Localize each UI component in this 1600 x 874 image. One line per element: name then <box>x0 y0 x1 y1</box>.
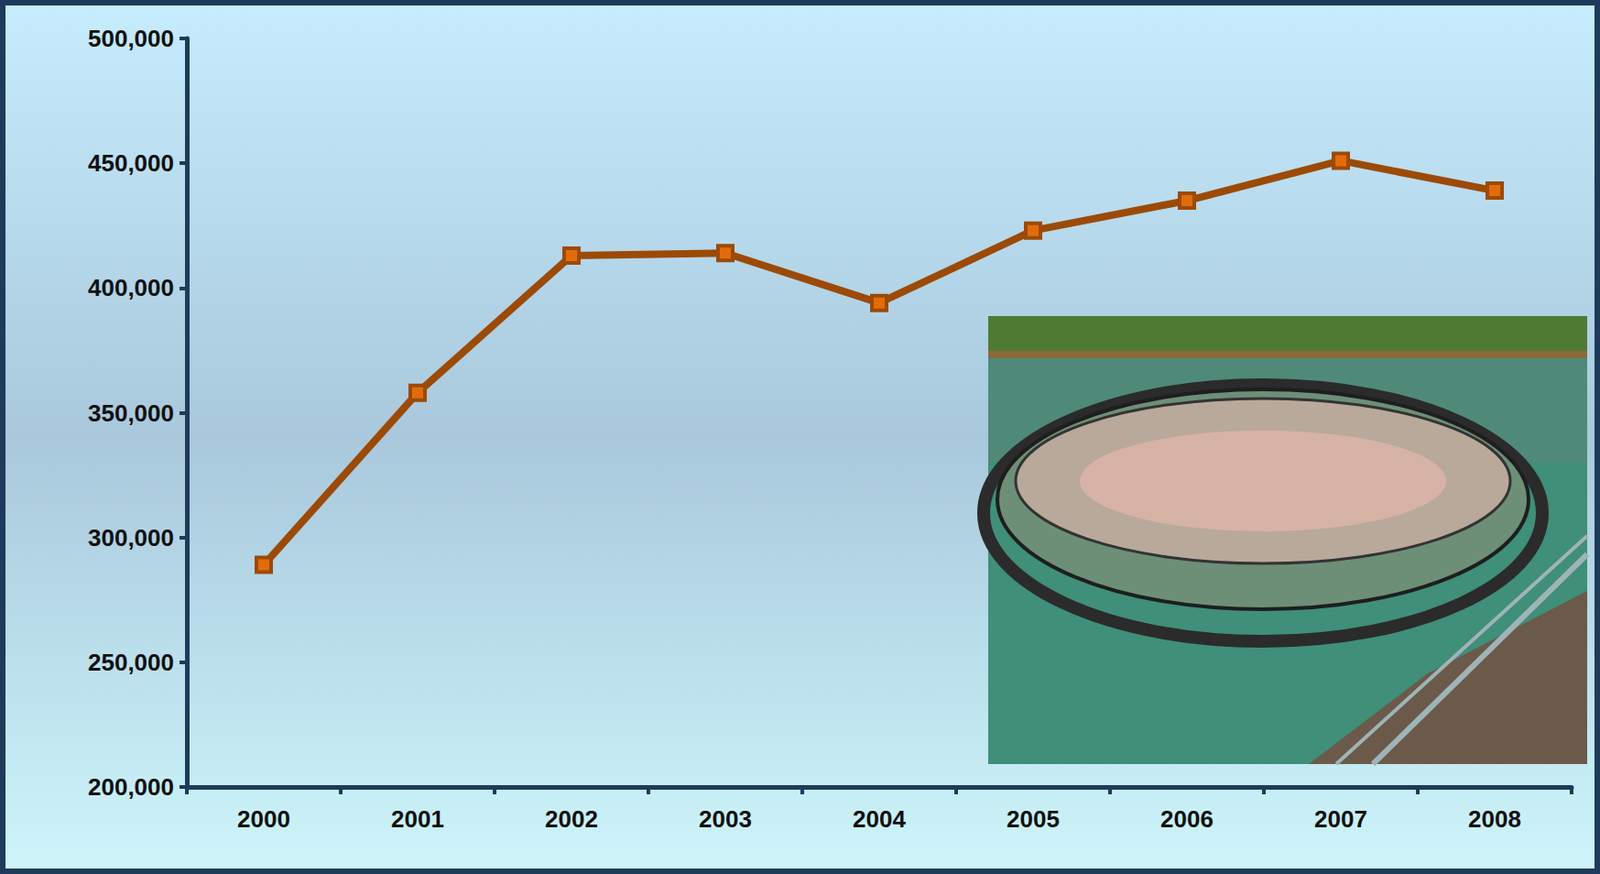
svg-text:2004: 2004 <box>852 805 906 833</box>
svg-text:2007: 2007 <box>1314 805 1368 833</box>
svg-text:2002: 2002 <box>544 805 599 833</box>
svg-text:200,000: 200,000 <box>87 772 175 801</box>
svg-text:2003: 2003 <box>698 805 752 833</box>
svg-text:2001: 2001 <box>391 805 445 833</box>
svg-text:300,000: 300,000 <box>87 523 175 552</box>
svg-text:350,000: 350,000 <box>87 399 175 427</box>
svg-text:2005: 2005 <box>1006 805 1060 833</box>
svg-text:2006: 2006 <box>1160 805 1214 833</box>
svg-text:450,000: 450,000 <box>87 149 175 177</box>
svg-text:400,000: 400,000 <box>87 273 175 302</box>
svg-text:2008: 2008 <box>1468 805 1522 833</box>
svg-text:250,000: 250,000 <box>87 648 175 676</box>
svg-text:500,000: 500,000 <box>87 24 175 53</box>
svg-text:2000: 2000 <box>237 805 291 833</box>
